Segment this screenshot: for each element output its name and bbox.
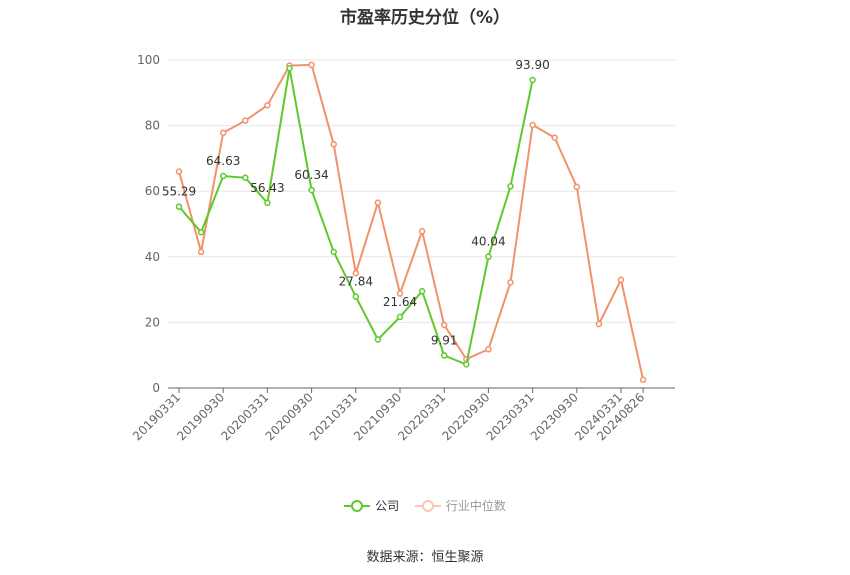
y-tick-label-20: 20 [145, 315, 160, 329]
data-label-s0-4: 56.43 [250, 181, 284, 195]
y-tick-label-0: 0 [152, 381, 160, 395]
data-label-s0-14: 40.04 [471, 235, 505, 249]
data-point-s0-10 [396, 313, 404, 321]
data-point-s0-8 [352, 293, 360, 300]
data-point-s0-15 [507, 183, 514, 190]
data-point-s1-1 [197, 248, 205, 256]
data-label-s0-0: 55.29 [162, 185, 196, 199]
y-tick-label-100: 100 [137, 53, 160, 67]
data-label-s0-6: 60.34 [294, 168, 328, 182]
y-tick-label-80: 80 [145, 119, 160, 133]
data-label-s0-16: 93.90 [515, 58, 549, 72]
data-point-s1-16 [529, 121, 536, 129]
data-point-s1-3 [242, 117, 249, 124]
data-point-s0-4 [264, 199, 271, 207]
legend-swatch-industry-median [414, 499, 441, 513]
data-point-s1-20 [617, 276, 625, 284]
series-line-0 [178, 68, 534, 366]
legend-label-company: 公司 [375, 499, 400, 513]
grid-layer [168, 59, 675, 323]
data-point-s0-14 [485, 253, 492, 260]
y-tick-label-60: 60 [145, 184, 160, 198]
chart-title: 市盈率历史分位（%） [339, 8, 511, 28]
data-point-s0-2 [219, 172, 227, 180]
data-point-s0-13 [463, 361, 470, 368]
data-label-s0-12: 9.91 [431, 333, 458, 347]
data-label-s0-8: 27.84 [339, 275, 373, 289]
data-point-s1-7 [330, 141, 337, 148]
legend-label-industry-median: 行业中位数 [445, 499, 506, 513]
data-point-s1-15 [507, 279, 514, 286]
legend-swatch-company [344, 499, 371, 513]
data-point-s0-1 [197, 228, 205, 236]
legend-item-industry-median[interactable]: 行业中位数 [414, 497, 506, 514]
data-point-s1-17 [551, 134, 558, 141]
data-point-s0-0 [175, 203, 183, 210]
data-point-s1-21 [639, 376, 647, 384]
data-point-s1-19 [595, 320, 603, 328]
series-line-1 [178, 63, 645, 381]
data-point-s1-10 [396, 290, 404, 297]
data-point-s0-5 [286, 64, 293, 72]
data-point-s1-6 [308, 61, 315, 69]
data-point-s1-14 [485, 346, 492, 353]
data-point-s1-0 [175, 168, 183, 175]
data-point-s1-11 [418, 227, 426, 235]
data-point-s0-11 [418, 287, 426, 295]
data-point-s0-3 [242, 174, 249, 182]
data-point-s1-12 [440, 321, 448, 329]
data-point-s0-12 [440, 352, 448, 359]
data-point-s0-16 [529, 76, 536, 84]
data-point-s0-7 [330, 248, 337, 256]
source-note: 数据来源：恒生聚源 [366, 550, 484, 565]
data-point-s1-2 [219, 129, 227, 137]
series-layer [175, 61, 647, 384]
data-point-s0-9 [374, 336, 382, 343]
data-point-s1-18 [573, 183, 581, 191]
legend: 公司 行业中位数 [0, 497, 850, 516]
y-tick-label-40: 40 [145, 250, 160, 264]
data-label-s0-10: 21.64 [383, 295, 417, 309]
axis-layer: 0204060801002019033120190930202003312020… [130, 53, 675, 443]
data-point-s1-9 [374, 199, 382, 206]
data-label-s0-2: 64.63 [206, 154, 240, 168]
data-point-s1-8 [352, 269, 360, 277]
data-point-s1-4 [264, 102, 271, 109]
data-point-s0-6 [308, 186, 315, 194]
data-label-layer: 55.29 64.63 56.43 60.34 27.84 21.64 9.91 40.04 9… [162, 58, 550, 347]
legend-item-company[interactable]: 公司 [344, 497, 399, 514]
